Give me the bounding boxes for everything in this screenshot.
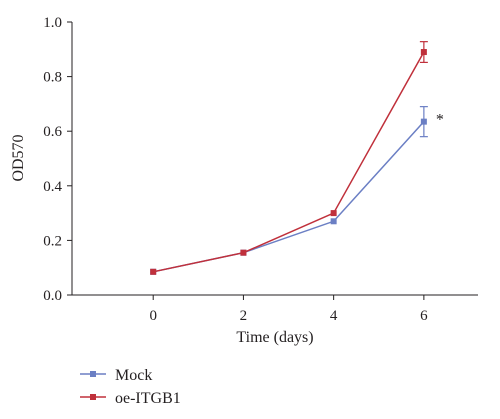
annotation-layer: * [436, 112, 444, 129]
data-point [330, 210, 337, 217]
x-tick-label: 4 [330, 308, 338, 324]
data-point [240, 249, 247, 256]
data-point [330, 218, 337, 225]
y-axis-ticks: 0.0 0.2 0.4 0.6 0.8 1.0 [43, 15, 72, 304]
y-axis-title: OD570 [10, 134, 27, 181]
x-axis-title: Time (days) [236, 329, 313, 346]
x-axis-ticks: 0 2 4 6 [149, 295, 428, 324]
legend-label-oe-itgb1: oe-ITGB1 [115, 390, 181, 407]
y-tick-label: 0.4 [43, 179, 62, 195]
legend-label-mock: Mock [115, 367, 152, 384]
y-tick-label: 0.0 [43, 288, 62, 304]
y-tick-label: 0.8 [43, 70, 62, 86]
x-tick-label: 6 [420, 308, 428, 324]
axes [71, 22, 478, 296]
y-tick-label: 0.2 [43, 233, 62, 249]
series-layer [150, 41, 428, 275]
legend-item-oe-itgb1: oe-ITGB1 [80, 390, 181, 407]
series-oe-itgb1 [150, 41, 428, 275]
data-point [150, 268, 157, 275]
legend: Mock oe-ITGB1 [80, 367, 181, 407]
series-line-mock [153, 121, 425, 273]
y-tick-label: 1.0 [43, 15, 62, 31]
significance-marker: * [436, 112, 444, 129]
data-point [420, 118, 427, 125]
series-line-oe-itgb1 [153, 51, 425, 273]
x-tick-label: 2 [240, 308, 248, 324]
legend-item-mock: Mock [80, 367, 152, 384]
data-point [420, 49, 427, 56]
y-tick-label: 0.6 [43, 124, 62, 140]
legend-marker-oe-itgb1 [90, 394, 96, 400]
x-tick-label: 0 [149, 308, 157, 324]
series-mock [150, 106, 428, 275]
legend-marker-mock [90, 371, 96, 377]
